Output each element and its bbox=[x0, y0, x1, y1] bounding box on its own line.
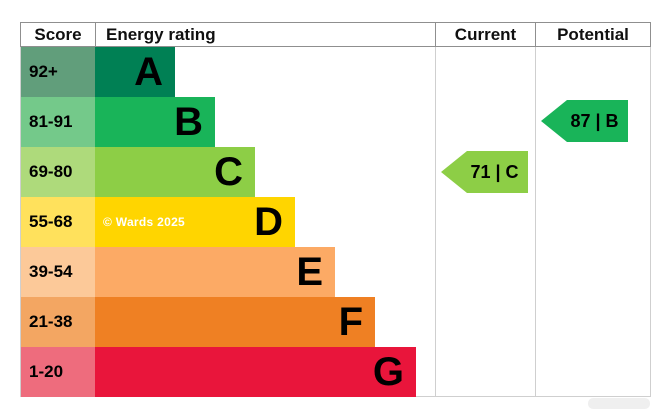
band-letter-b: B bbox=[174, 100, 203, 144]
current-column-divider bbox=[435, 47, 436, 396]
header-potential: Potential bbox=[535, 23, 650, 46]
current-rating-value: 71 | C bbox=[470, 161, 519, 182]
band-score-e: 39-54 bbox=[21, 247, 95, 297]
band-letter-a: A bbox=[134, 50, 163, 94]
header-current: Current bbox=[435, 23, 535, 46]
band-bar-c: C bbox=[95, 147, 255, 197]
band-row-a: 92+ A bbox=[21, 47, 650, 97]
band-bar-g: G bbox=[95, 347, 416, 397]
band-letter-d: D bbox=[254, 200, 283, 244]
band-score-d: 55-68 bbox=[21, 197, 95, 247]
band-row-c: 69-80 C bbox=[21, 147, 650, 197]
band-row-f: 21-38 F bbox=[21, 297, 650, 347]
band-row-b: 81-91 B bbox=[21, 97, 650, 147]
band-score-g: 1-20 bbox=[21, 347, 95, 397]
band-bar-d: © Wards 2025 D bbox=[95, 197, 295, 247]
potential-rating-value: 87 | B bbox=[570, 110, 619, 131]
band-letter-g: G bbox=[372, 350, 404, 394]
band-row-g: 1-20 G bbox=[21, 347, 650, 397]
faint-logo-watermark bbox=[588, 398, 650, 409]
band-bar-e: E bbox=[95, 247, 335, 297]
header-score: Score bbox=[34, 25, 82, 44]
epc-header-row: Score Energy rating Current Potential bbox=[20, 22, 651, 47]
current-rating-arrow: 71 | C bbox=[441, 151, 528, 193]
epc-table: Score Energy rating Current Potential 92… bbox=[20, 22, 651, 397]
band-score-c: 69-80 bbox=[21, 147, 95, 197]
band-score-b: 81-91 bbox=[21, 97, 95, 147]
band-letter-c: C bbox=[214, 150, 243, 194]
band-row-e: 39-54 E bbox=[21, 247, 650, 297]
band-bar-f: F bbox=[95, 297, 375, 347]
potential-column-divider bbox=[535, 47, 536, 396]
band-letter-e: E bbox=[296, 250, 323, 294]
wards-watermark: © Wards 2025 bbox=[103, 215, 186, 229]
epc-body: 92+ A 81-91 B 69-80 C 55-68 © Wards 2025… bbox=[20, 47, 651, 397]
band-letter-f: F bbox=[338, 300, 363, 344]
band-score-f: 21-38 bbox=[21, 297, 95, 347]
band-row-d: 55-68 © Wards 2025 D bbox=[21, 197, 650, 247]
header-energy-rating: Energy rating bbox=[95, 23, 435, 46]
band-bar-b: B bbox=[95, 97, 215, 147]
band-score-a: 92+ bbox=[21, 47, 95, 97]
band-bar-a: A bbox=[95, 47, 175, 97]
